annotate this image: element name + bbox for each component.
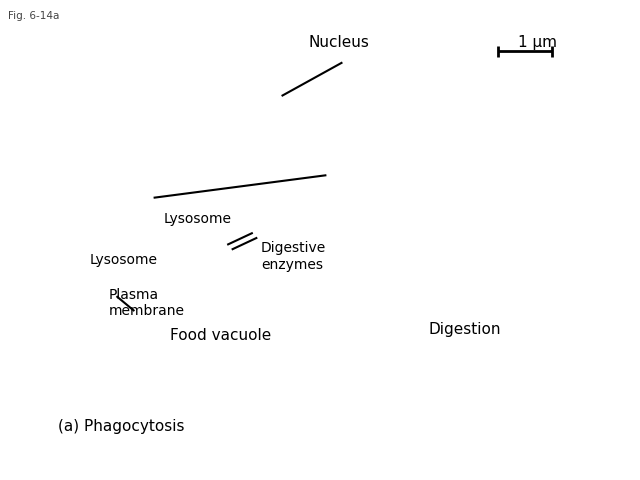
Text: Plasma
membrane: Plasma membrane: [109, 288, 185, 318]
Text: Lysosome: Lysosome: [90, 253, 157, 267]
Text: 1 µm: 1 µm: [518, 36, 557, 50]
Text: Digestion: Digestion: [428, 322, 501, 336]
Text: Fig. 6-14a: Fig. 6-14a: [8, 11, 59, 21]
Text: Lysosome: Lysosome: [163, 212, 231, 226]
Text: Food vacuole: Food vacuole: [170, 328, 271, 343]
Text: Nucleus: Nucleus: [308, 36, 370, 50]
Text: (a) Phagocytosis: (a) Phagocytosis: [58, 419, 184, 433]
Text: Digestive
enzymes: Digestive enzymes: [261, 241, 326, 272]
